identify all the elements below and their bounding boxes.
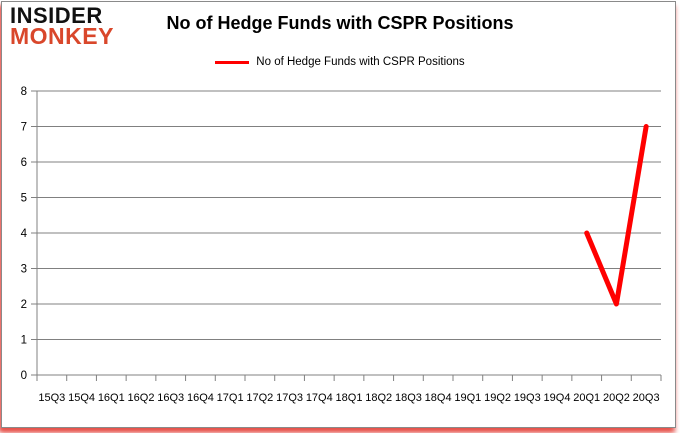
svg-text:7: 7	[21, 122, 27, 134]
svg-text:18Q2: 18Q2	[365, 392, 392, 404]
svg-text:20Q2: 20Q2	[603, 392, 630, 404]
svg-text:19Q3: 19Q3	[514, 392, 541, 404]
chart-legend: No of Hedge Funds with CSPR Positions	[0, 56, 680, 68]
svg-text:16Q3: 16Q3	[157, 392, 184, 404]
svg-text:18Q1: 18Q1	[336, 392, 363, 404]
chart-card-frame	[1, 1, 676, 428]
svg-text:16Q1: 16Q1	[98, 392, 125, 404]
logo-word-insider: INSIDER	[10, 3, 103, 28]
svg-text:16Q2: 16Q2	[128, 392, 155, 404]
logo-word-monkey: MONKEY	[10, 23, 114, 50]
svg-text:0: 0	[21, 370, 27, 382]
chart-title: No of Hedge Funds with CSPR Positions	[166, 13, 514, 33]
svg-text:19Q1: 19Q1	[454, 392, 481, 404]
svg-text:4: 4	[21, 228, 28, 240]
svg-text:17Q4: 17Q4	[306, 392, 333, 404]
legend-label: No of Hedge Funds with CSPR Positions	[256, 56, 465, 68]
svg-text:19Q2: 19Q2	[484, 392, 511, 404]
svg-text:6: 6	[21, 157, 27, 169]
svg-text:19Q4: 19Q4	[544, 392, 571, 404]
svg-text:15Q3: 15Q3	[38, 392, 65, 404]
svg-text:15Q4: 15Q4	[68, 392, 95, 404]
svg-text:16Q4: 16Q4	[187, 392, 214, 404]
svg-text:18Q4: 18Q4	[425, 392, 452, 404]
svg-text:8: 8	[21, 86, 27, 98]
insider-monkey-logo: INSIDER MONKEY	[10, 3, 114, 50]
svg-text:20Q1: 20Q1	[573, 392, 600, 404]
legend-line-swatch	[215, 60, 250, 64]
svg-text:5: 5	[21, 193, 27, 205]
svg-text:3: 3	[21, 264, 27, 276]
svg-text:20Q3: 20Q3	[633, 392, 660, 404]
svg-text:1: 1	[21, 335, 27, 347]
svg-text:18Q3: 18Q3	[395, 392, 422, 404]
svg-text:17Q2: 17Q2	[246, 392, 273, 404]
svg-text:17Q3: 17Q3	[276, 392, 303, 404]
svg-text:17Q1: 17Q1	[217, 392, 244, 404]
svg-text:2: 2	[21, 299, 27, 311]
